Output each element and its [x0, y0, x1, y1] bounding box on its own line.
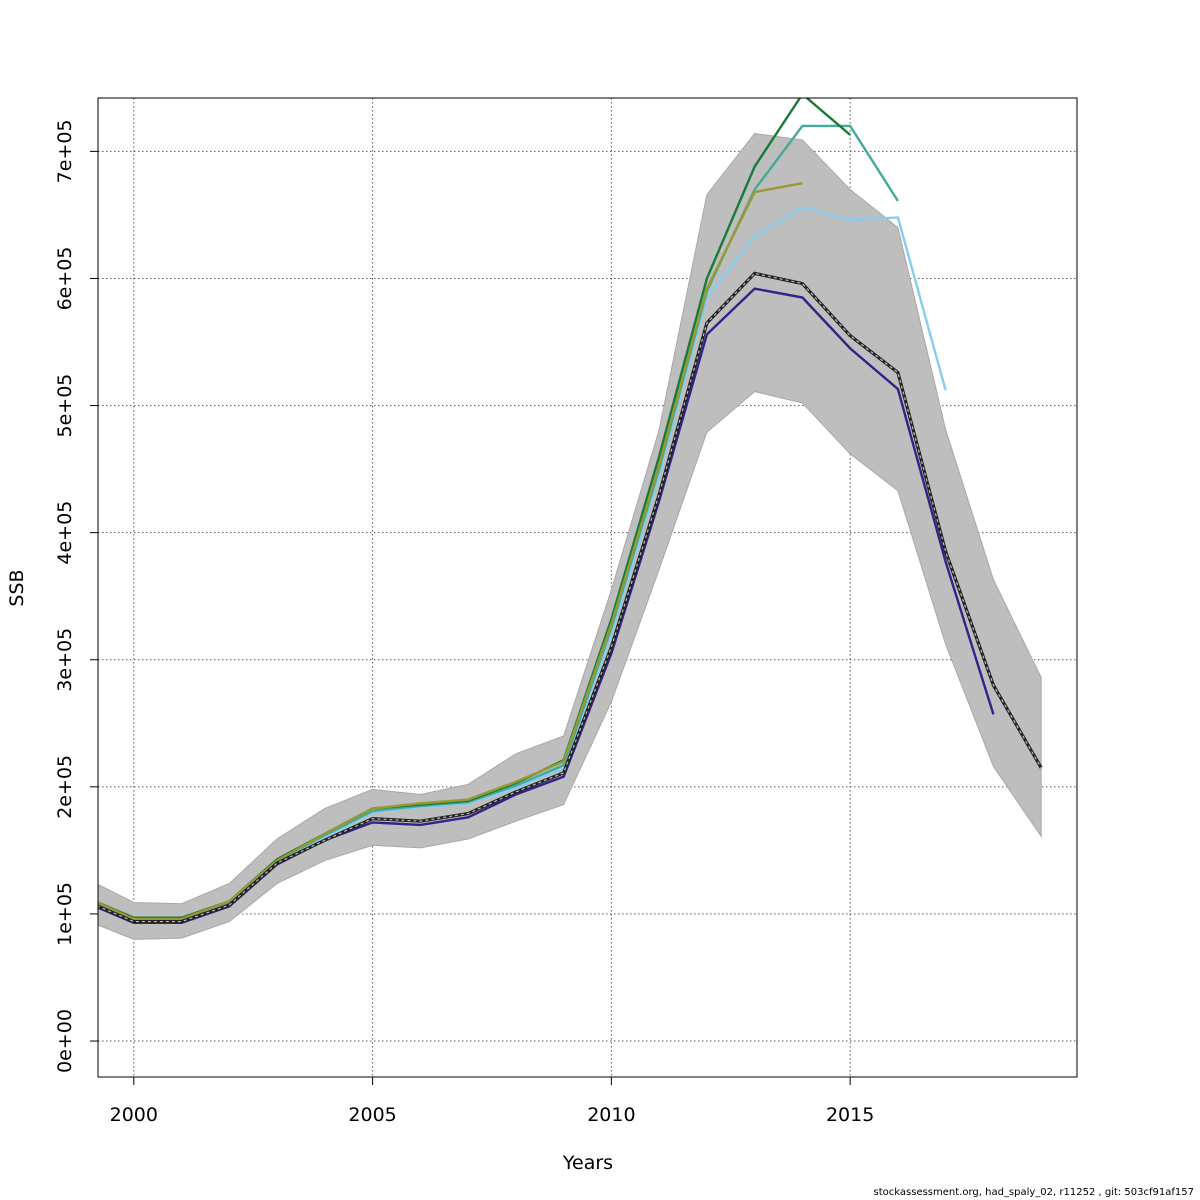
y-tick-label: 2e+05 [54, 755, 76, 819]
y-tick-label: 5e+05 [54, 374, 76, 438]
y-axis-label: SSB [6, 569, 28, 606]
y-tick-label: 4e+05 [54, 501, 76, 565]
grid [98, 98, 1077, 1077]
x-tick-label: 2015 [826, 1104, 874, 1126]
series-lines [98, 98, 1043, 925]
x-tick-label: 2010 [587, 1104, 635, 1126]
y-tick-label: 6e+05 [54, 247, 76, 311]
confidence-band-area [98, 133, 1042, 940]
plot-frame [97, 97, 1078, 1078]
series-line-base [98, 272, 1042, 923]
series-line-retro-5 [98, 181, 803, 921]
x-axis: 2000 2005 2010 2015 [110, 1077, 874, 1126]
footer-credit: stockassessment.org, had_spaly_02, r1125… [873, 1187, 1194, 1198]
y-tick-label: 1e+05 [54, 882, 76, 946]
y-tick-label: 3e+05 [54, 628, 76, 692]
y-axis: 0e+00 1e+05 2e+05 3e+05 4e+05 5e+05 6e+05 7e+05 [54, 119, 98, 1073]
y-tick-label: 0e+00 [54, 1009, 76, 1073]
x-tick-label: 2005 [348, 1104, 396, 1126]
x-tick-label: 2000 [110, 1104, 158, 1126]
confidence-band [98, 133, 1042, 940]
x-axis-label: Years [562, 1152, 613, 1174]
y-tick-label: 7e+05 [54, 119, 76, 183]
series-line-base-outline [98, 271, 1043, 924]
